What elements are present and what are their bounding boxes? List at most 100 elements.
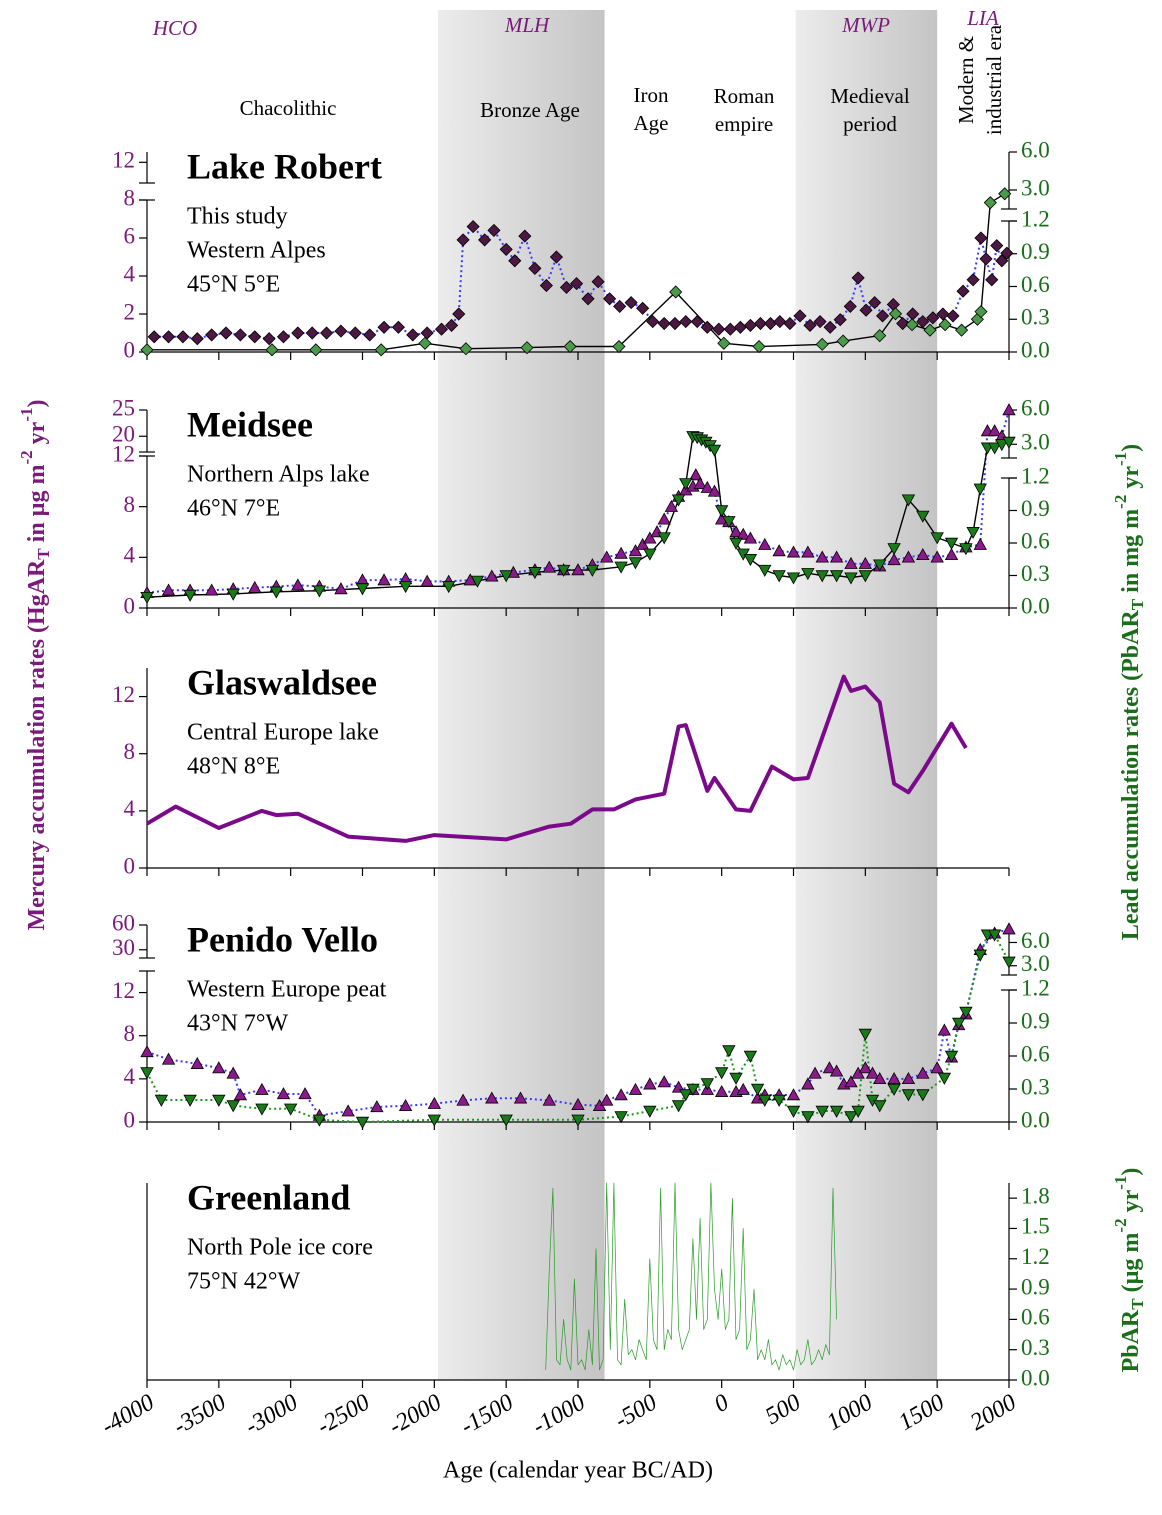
- marker: [686, 1083, 700, 1096]
- marker: [858, 570, 873, 583]
- y-tick-label: 4: [124, 543, 136, 568]
- x-tick-label: 2000: [966, 1389, 1021, 1436]
- marker: [937, 1072, 952, 1085]
- marker: [312, 1114, 327, 1127]
- marker: [334, 582, 348, 595]
- marker: [420, 326, 434, 340]
- marker: [212, 1094, 226, 1107]
- marker: [758, 537, 772, 550]
- marker: [418, 336, 432, 350]
- y-tick-label: 12: [112, 682, 135, 707]
- marker: [858, 556, 873, 569]
- era-label: Modern &: [954, 36, 978, 124]
- y2-tick-label: 0.9: [1021, 1008, 1050, 1033]
- marker: [635, 537, 650, 550]
- marker: [161, 1052, 176, 1065]
- x-tick-label: 0: [710, 1389, 733, 1418]
- marker: [815, 550, 829, 563]
- marker: [987, 424, 1002, 437]
- marker: [226, 1100, 240, 1113]
- marker: [298, 1087, 312, 1100]
- marker: [714, 1084, 729, 1097]
- panel-subtitle: Northern Alps lake: [187, 462, 370, 488]
- era-label: Bronze Age: [480, 98, 580, 122]
- marker: [901, 1072, 916, 1085]
- panel-subtitle: Western Alpes: [187, 238, 326, 264]
- marker: [499, 1114, 513, 1127]
- y-tick-label: 4: [124, 1064, 136, 1089]
- marker: [612, 339, 626, 354]
- marker: [753, 316, 768, 331]
- marker: [233, 1088, 248, 1101]
- marker: [901, 494, 916, 507]
- y2-axis-label: Lead accumulation rates (PbART in mg m-2…: [1111, 444, 1147, 940]
- y-tick-label: 60: [112, 910, 135, 935]
- marker: [729, 537, 743, 550]
- marker: [758, 564, 772, 577]
- marker: [636, 301, 650, 315]
- x-tick-label: -4000: [97, 1389, 159, 1440]
- marker: [154, 1094, 169, 1107]
- x-tick-label: -1000: [528, 1389, 590, 1440]
- marker: [1000, 246, 1014, 260]
- x-tick-label: 1000: [823, 1389, 878, 1436]
- marker: [470, 575, 485, 588]
- marker: [743, 318, 757, 332]
- marker: [752, 339, 766, 354]
- marker: [783, 316, 797, 331]
- marker: [499, 242, 513, 256]
- marker: [955, 323, 969, 337]
- marker: [966, 526, 980, 539]
- marker: [320, 326, 334, 340]
- marker: [813, 315, 827, 329]
- marker: [717, 336, 731, 350]
- marker: [851, 1105, 865, 1118]
- marker: [905, 318, 919, 332]
- marker: [591, 275, 605, 289]
- marker: [571, 1097, 585, 1110]
- marker: [147, 330, 161, 344]
- marker: [712, 322, 726, 336]
- marker: [793, 309, 807, 323]
- marker: [628, 544, 643, 557]
- marker: [690, 315, 704, 329]
- marker: [873, 559, 887, 572]
- marker: [624, 296, 638, 310]
- marker: [772, 570, 786, 583]
- marker: [896, 316, 910, 331]
- marker: [183, 1094, 197, 1107]
- marker: [377, 573, 391, 586]
- y2-tick-label: 6.0: [1021, 137, 1050, 162]
- marker: [161, 330, 176, 344]
- marker: [226, 1066, 240, 1079]
- y-tick-label: 8: [124, 185, 136, 210]
- marker: [979, 252, 993, 266]
- marker: [865, 1066, 880, 1079]
- marker: [248, 580, 262, 593]
- y2-tick-label: 0.9: [1021, 239, 1050, 264]
- panel-title: Lake Robert: [187, 146, 382, 186]
- marker: [983, 196, 997, 210]
- marker: [499, 570, 513, 583]
- y2-tick-label: 1.2: [1021, 1244, 1050, 1269]
- marker: [851, 271, 865, 285]
- marker: [613, 299, 627, 313]
- marker: [995, 254, 1009, 268]
- marker: [348, 326, 362, 340]
- marker: [657, 512, 671, 525]
- marker: [668, 316, 682, 331]
- y2-tick-label: 0.3: [1021, 1335, 1050, 1360]
- marker: [452, 307, 466, 321]
- marker: [916, 1089, 930, 1102]
- y-tick-label: 12: [112, 441, 135, 466]
- marker: [946, 309, 960, 323]
- y-tick-label: 0: [124, 337, 136, 362]
- marker: [212, 1061, 226, 1074]
- x-tick-label: -2500: [313, 1389, 375, 1440]
- marker: [974, 305, 988, 319]
- panel-title: Penido Vello: [187, 919, 378, 959]
- y2-tick-label: 1.2: [1021, 206, 1050, 231]
- era-label: Chacolithic: [240, 96, 337, 120]
- marker: [843, 299, 857, 313]
